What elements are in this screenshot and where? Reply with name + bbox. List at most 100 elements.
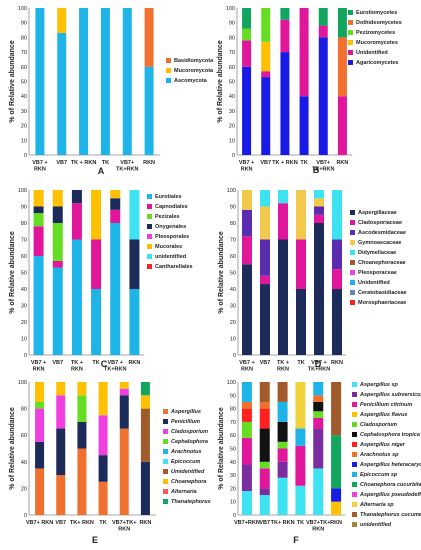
x-tick-label: VB7 bbox=[55, 520, 66, 526]
legend-swatch bbox=[348, 50, 353, 55]
y-tick-label: 30 bbox=[21, 109, 27, 115]
bar-segment-epicoccum-sp bbox=[241, 382, 252, 402]
bar-segment-eurotiales bbox=[71, 239, 82, 355]
legend-swatch bbox=[163, 439, 168, 444]
panel-letter: A bbox=[98, 166, 105, 176]
y-tick-label: 30 bbox=[21, 304, 27, 310]
bar-segment-cladosporium bbox=[259, 461, 270, 469]
legend-label: Cladosporiaceae bbox=[358, 220, 402, 226]
bar-segment-cladosporium bbox=[35, 408, 45, 442]
y-tick-label: 90 bbox=[21, 205, 27, 211]
bar-segment-cladosporium bbox=[313, 411, 324, 418]
y-tick-label: 100 bbox=[18, 380, 27, 386]
legend-swatch bbox=[163, 429, 168, 434]
y-tick-label: 60 bbox=[21, 65, 27, 71]
legend-label: Ascomycota bbox=[174, 78, 208, 84]
bar-segment-ascomycota bbox=[100, 8, 110, 155]
x-tick-label: RKN bbox=[277, 367, 289, 373]
bar-segment-cladosporiaceae bbox=[314, 214, 324, 223]
x-tick-label: RKN bbox=[241, 367, 253, 373]
bar-segment-didymellaceae bbox=[278, 190, 288, 204]
bar-segment-cephalosphora-tropica bbox=[313, 401, 324, 412]
bar-segment-penicillium-citrinum bbox=[277, 448, 288, 462]
legend-swatch bbox=[147, 234, 152, 239]
y-tick-label: 10 bbox=[230, 500, 236, 506]
y-tick-label: 90 bbox=[230, 205, 236, 211]
bar-segment-cladosporium bbox=[56, 395, 66, 429]
legend-swatch bbox=[147, 204, 152, 209]
bar-segment-capnodiales bbox=[33, 226, 44, 256]
bar-segment-ascomycota bbox=[144, 66, 154, 155]
bar-segment-arachnotus-sp bbox=[241, 401, 252, 409]
legend-swatch bbox=[163, 499, 168, 504]
bar-segment-dothideomycetes bbox=[337, 37, 347, 97]
legend-swatch bbox=[163, 409, 168, 414]
legend-swatch bbox=[348, 40, 353, 45]
legend-label: Epicoccum bbox=[171, 459, 200, 465]
y-axis-label: % of Relative abundance bbox=[9, 407, 16, 490]
x-tick-label: TK bbox=[297, 360, 304, 366]
legend-swatch bbox=[352, 512, 357, 517]
legend-label: Alternaria sp bbox=[359, 502, 394, 508]
bar-segment-cladosporiaceae bbox=[260, 275, 270, 285]
bar-segment-mucoromycota bbox=[57, 8, 67, 33]
y-tick-label: 10 bbox=[21, 138, 27, 144]
chart-panel-a: 0 10 20 30 40 50 60 70 80 90 100 % of Relative abun… bbox=[9, 6, 214, 176]
x-tick-label: VB7 + bbox=[239, 160, 254, 166]
legend-label: Eurotiales bbox=[155, 194, 182, 200]
x-tick-label: VB7+ bbox=[316, 160, 330, 166]
legend-swatch bbox=[166, 58, 171, 63]
y-tick-label: 80 bbox=[21, 221, 27, 227]
bar-segment-aspergillus-subversicolor bbox=[241, 464, 252, 492]
legend-swatch bbox=[350, 290, 355, 295]
x-tick-label: TK + RKN bbox=[71, 160, 97, 166]
legend-swatch bbox=[352, 422, 357, 427]
bar-segment-gymnoascaceae bbox=[296, 190, 306, 240]
bar-segment-unidentified bbox=[318, 25, 328, 38]
y-tick-label: 0 bbox=[233, 353, 236, 359]
legend-label: Basidiomycota bbox=[174, 58, 214, 64]
bar-segment-arachnotus-sp bbox=[259, 401, 270, 409]
legend-label: Dothideomycetes bbox=[356, 20, 402, 26]
bar-segment-aspergillaceae bbox=[260, 284, 270, 355]
x-tick-label: VB7 + bbox=[31, 360, 46, 366]
x-tick-label: VB7+RKN bbox=[234, 520, 260, 526]
bar-segment-unidentified bbox=[337, 96, 347, 155]
y-tick-label: 0 bbox=[24, 353, 27, 359]
panel-letter: F bbox=[293, 535, 299, 545]
bar-segment-ascodesmidaceae bbox=[242, 209, 252, 237]
legend-label: Aspergillus sp bbox=[359, 382, 399, 388]
bar-segment-epicoccum-sp bbox=[313, 382, 324, 396]
y-tick-label: 70 bbox=[230, 238, 236, 244]
legend-label: Arachnotus sp bbox=[359, 452, 399, 458]
legend-label: Aspergillaceae bbox=[358, 210, 397, 216]
legend-label: Unidentified bbox=[358, 280, 390, 286]
x-tick-label: VB7 bbox=[259, 520, 270, 526]
bar-segment-capnodiales bbox=[110, 209, 121, 223]
bar-segment-agaricomycetes bbox=[242, 66, 252, 155]
x-tick-label: TK bbox=[300, 160, 307, 166]
bar-segment-penicillium bbox=[56, 428, 66, 476]
bar-segment-eurotiales bbox=[110, 223, 121, 355]
y-tick-label: 60 bbox=[21, 254, 27, 260]
bar-segment-didymellaceae bbox=[260, 190, 270, 207]
legend-label: Mucoromycetes bbox=[356, 40, 398, 46]
bar-segment-aspergillus bbox=[35, 468, 45, 515]
legend-label: Umidentified bbox=[171, 469, 205, 475]
legend-label: Aspergillus heteracaryoticus bbox=[359, 462, 421, 468]
y-tick-label: 0 bbox=[232, 153, 235, 159]
legend-label: Penicillium bbox=[171, 419, 200, 425]
bar-segment-onygenales bbox=[52, 206, 63, 223]
legend-label: Arachnotus bbox=[170, 449, 202, 455]
bar-segment-aspergillus-sp bbox=[259, 495, 270, 515]
bar-segment-ascodesmidaceae bbox=[332, 239, 342, 270]
legend-label: Pezizomycetes bbox=[356, 30, 395, 36]
x-tick-label: VB7 bbox=[56, 160, 67, 166]
y-axis-label: % of Relative abundance bbox=[218, 231, 225, 314]
legend-swatch bbox=[352, 402, 357, 407]
y-tick-label: 100 bbox=[18, 6, 27, 12]
bar-segment-choanephora bbox=[119, 382, 129, 389]
x-tick-label: VB7 bbox=[52, 360, 63, 366]
bar-segment-epicoccum-sp bbox=[295, 428, 306, 446]
bar-segment-eurotiomycetes bbox=[318, 8, 328, 26]
